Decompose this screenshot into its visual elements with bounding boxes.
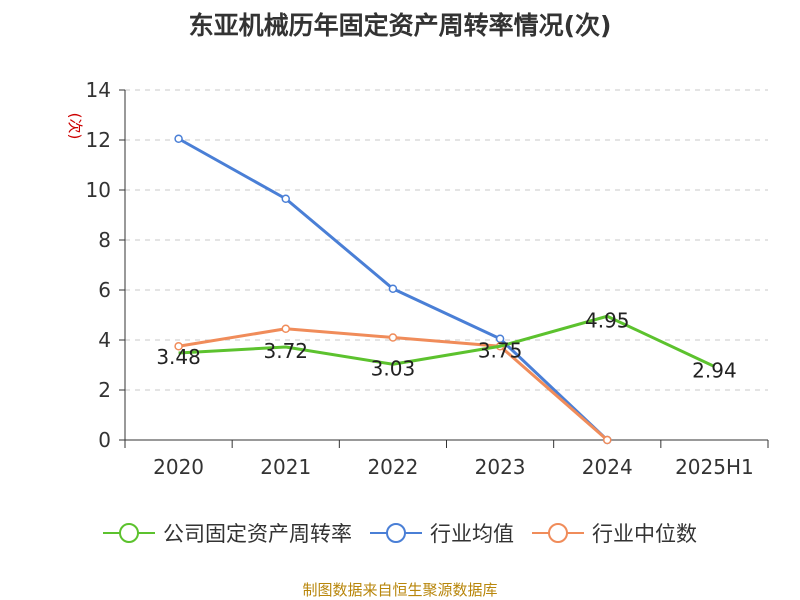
y-tick-label: 14 <box>86 78 111 102</box>
chart-title: 东亚机械历年固定资产周转率情况(次) <box>188 11 612 40</box>
legend-marker-icon <box>103 521 155 545</box>
x-tick-label: 2025H1 <box>675 455 754 479</box>
y-tick-label: 0 <box>98 428 111 452</box>
data-point <box>603 435 612 445</box>
data-label: 3.75 <box>478 338 523 362</box>
legend-item-industry-median[interactable]: 行业中位数 <box>532 518 697 548</box>
y-tick-label: 12 <box>86 128 111 152</box>
legend-marker-icon <box>532 521 584 545</box>
y-tick-label: 10 <box>86 178 111 202</box>
data-point <box>388 333 398 342</box>
data-label: 2.94 <box>692 359 737 383</box>
legend-label: 公司固定资产周转率 <box>163 522 352 546</box>
data-point <box>281 194 290 203</box>
data-label: 3.48 <box>156 345 201 369</box>
legend-item-industry-mean[interactable]: 行业均值 <box>370 518 514 548</box>
data-source-note: 制图数据来自恒生聚源数据库 <box>302 581 498 599</box>
x-tick-label: 2020 <box>153 455 204 479</box>
y-tick-label: 4 <box>98 328 111 352</box>
x-tick-label: 2024 <box>582 455 633 479</box>
data-point <box>174 134 183 143</box>
data-label: 3.03 <box>371 356 416 380</box>
x-tick-label: 2021 <box>260 455 311 479</box>
x-tick-label: 2023 <box>475 455 526 479</box>
data-point <box>388 284 398 293</box>
data-label: 3.72 <box>263 339 308 363</box>
legend-marker-icon <box>370 521 422 545</box>
data-label: 4.95 <box>585 308 630 332</box>
data-point <box>174 342 183 351</box>
legend-label: 行业均值 <box>430 522 514 546</box>
y-tick-label: 6 <box>98 278 111 302</box>
y-tick-label: 2 <box>98 378 111 402</box>
y-tick-label: 8 <box>98 228 111 252</box>
legend-item-company[interactable]: 公司固定资产周转率 <box>103 518 352 548</box>
series-line-0 <box>178 314 716 368</box>
legend: 公司固定资产周转率 行业均值 行业中位数 <box>0 518 800 548</box>
x-tick-label: 2022 <box>367 455 418 479</box>
series-line-2 <box>178 327 609 442</box>
legend-label: 行业中位数 <box>592 522 697 546</box>
y-axis-label: (次) <box>66 113 84 140</box>
data-point <box>281 324 290 333</box>
